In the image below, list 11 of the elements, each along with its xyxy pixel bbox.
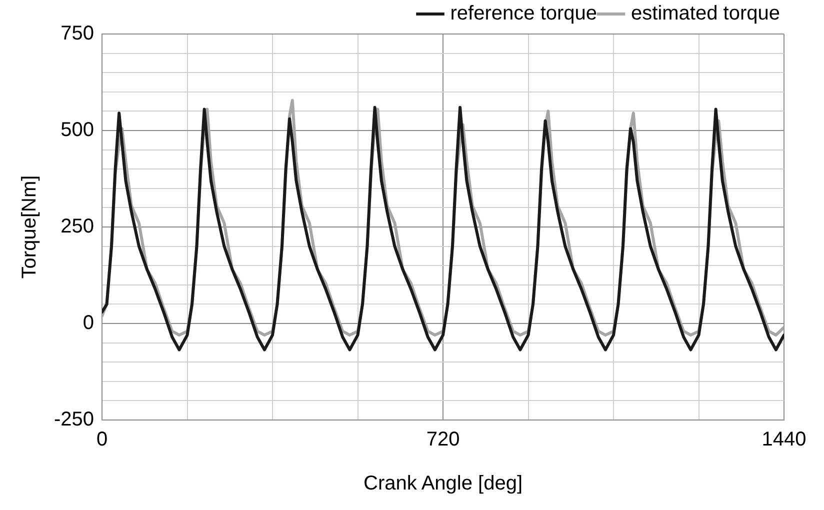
- x-tick-label: 720: [426, 428, 460, 451]
- legend-label: reference torque: [450, 2, 598, 25]
- y-axis-title: Torque[Nm]: [18, 175, 41, 279]
- y-tick-label: 0: [82, 312, 94, 334]
- x-axis-title: Crank Angle [deg]: [364, 472, 523, 495]
- y-tick-label: -250: [54, 408, 94, 431]
- x-tick-label: 1440: [762, 428, 806, 451]
- y-tick-label: 250: [60, 216, 94, 238]
- legend-label: estimated torque: [631, 2, 780, 25]
- y-tick-label: 500: [60, 119, 94, 142]
- y-tick-label: 750: [60, 22, 94, 45]
